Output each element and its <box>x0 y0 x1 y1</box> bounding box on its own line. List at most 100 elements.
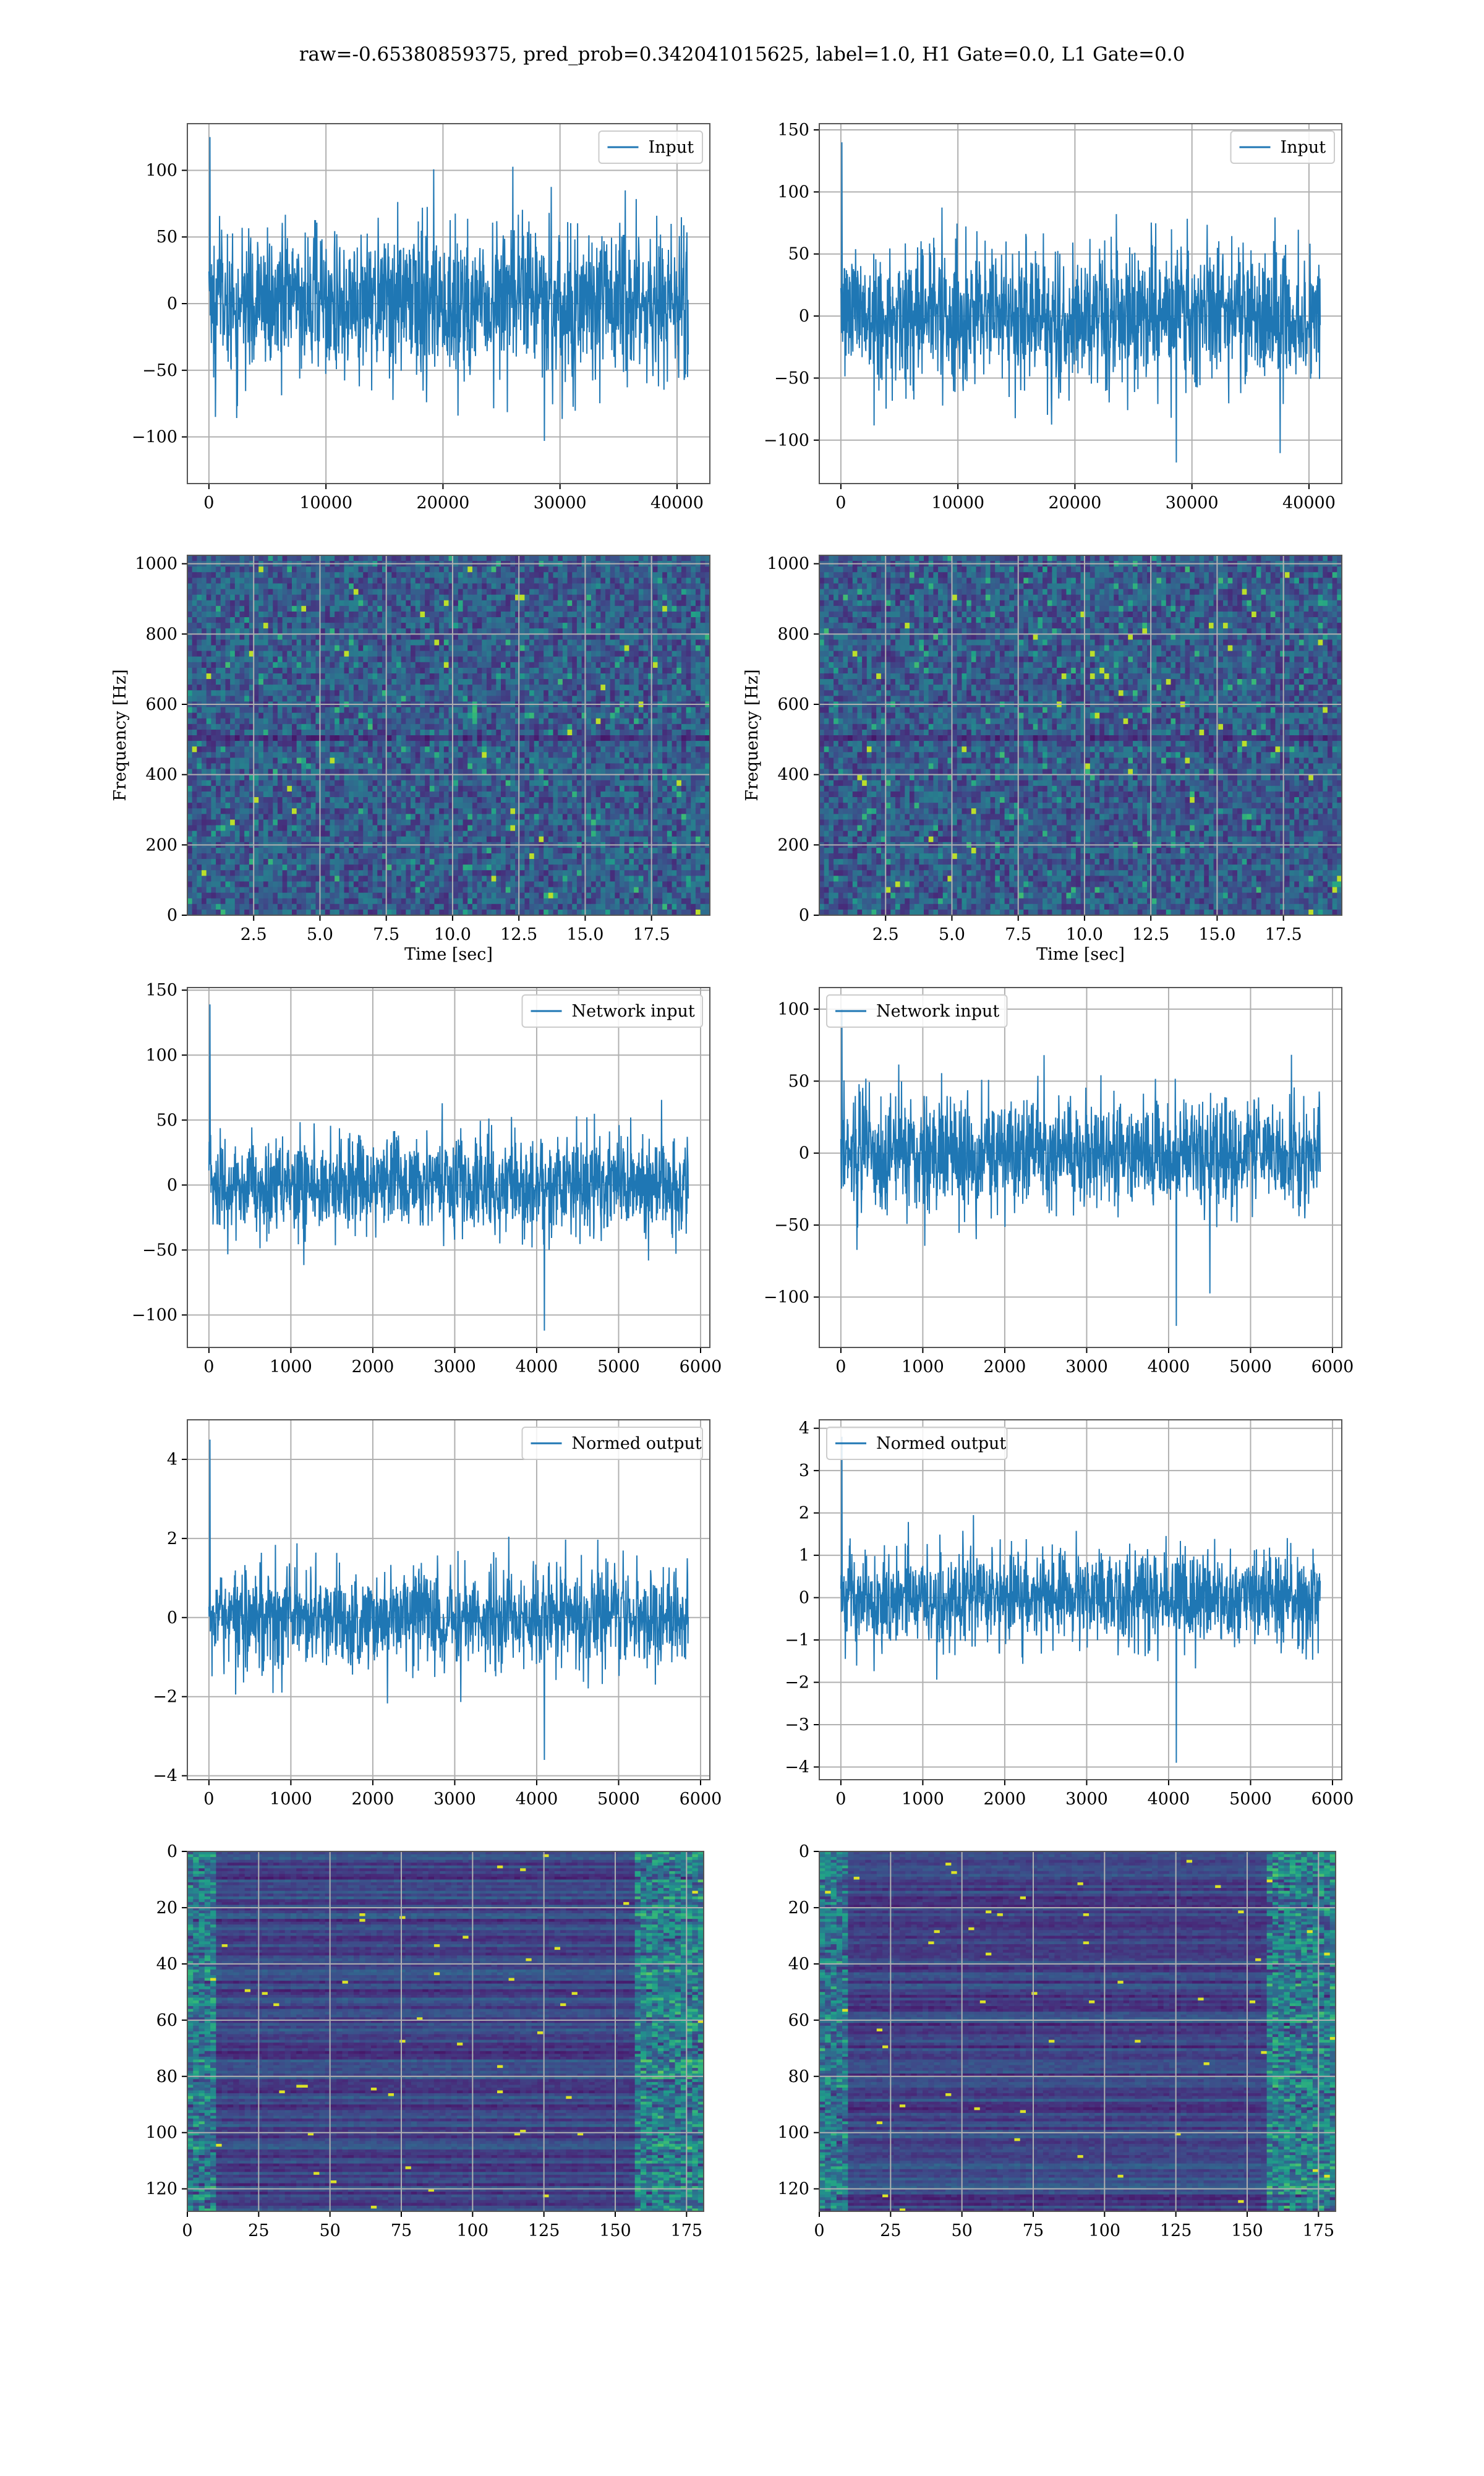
heatmap-cell <box>197 893 202 899</box>
heatmap-cell <box>487 870 492 876</box>
heatmap-cell <box>492 555 497 561</box>
heatmap-cell <box>529 797 534 803</box>
heatmap-cell <box>391 893 396 899</box>
heatmap-cell <box>377 831 382 837</box>
heatmap-cell <box>240 758 245 764</box>
heatmap-cell <box>197 555 202 561</box>
heatmap-cell <box>420 600 425 607</box>
heatmap-cell <box>311 673 316 680</box>
heatmap-cell <box>287 904 292 910</box>
heatmap-cell <box>268 780 273 787</box>
heatmap-cell <box>221 583 226 589</box>
heatmap-cell <box>482 792 487 798</box>
heatmap-cell <box>425 662 430 668</box>
heatmap-cell <box>258 634 263 640</box>
heatmap-cell <box>411 763 416 769</box>
heatmap-cell <box>235 639 240 646</box>
heatmap-cell <box>349 673 354 680</box>
heatmap-cell <box>520 690 525 696</box>
heatmap-cell <box>430 685 435 691</box>
heatmap-cell <box>444 719 449 725</box>
heatmap-cell <box>311 617 316 623</box>
heatmap-cell <box>211 859 216 865</box>
heatmap-cell <box>330 853 335 860</box>
heatmap-cell <box>258 617 263 623</box>
heatmap-cell <box>278 668 283 674</box>
heatmap-cell <box>301 595 306 601</box>
heatmap-cell <box>425 775 430 781</box>
heatmap-cell <box>529 583 534 589</box>
heatmap-cell <box>548 848 553 854</box>
heatmap-cell <box>391 758 396 764</box>
heatmap-cell <box>235 572 240 578</box>
heatmap-cell <box>524 746 529 753</box>
heatmap-cell <box>225 814 230 820</box>
heatmap-cell <box>548 763 553 769</box>
heatmap-cell <box>534 595 539 601</box>
heatmap-cell <box>359 617 364 623</box>
heatmap-cell <box>548 639 553 646</box>
heatmap-cell <box>534 893 539 899</box>
heatmap-cell <box>283 893 288 899</box>
heatmap-cell <box>520 763 525 769</box>
heatmap-cell <box>207 724 211 730</box>
heatmap-cell <box>529 634 534 640</box>
heatmap-cell <box>416 859 420 865</box>
heatmap-cell <box>416 870 420 876</box>
heatmap-cell <box>539 758 544 764</box>
heatmap-cell <box>396 617 401 623</box>
heatmap-cell <box>444 899 449 905</box>
heatmap-cell <box>458 752 463 758</box>
heatmap-cell <box>434 646 439 652</box>
heatmap-cell <box>501 808 506 814</box>
heatmap-cell <box>344 696 349 702</box>
heatmap-cell <box>406 899 411 905</box>
heatmap-cell <box>492 713 497 719</box>
heatmap-cell <box>244 572 249 578</box>
heatmap-cell <box>216 792 221 798</box>
heatmap-cell <box>349 707 354 714</box>
heatmap-cell <box>434 679 439 685</box>
heatmap-cell <box>420 763 425 769</box>
heatmap-cell <box>268 696 273 702</box>
heatmap-cell <box>368 752 373 758</box>
heatmap-cell <box>401 651 406 657</box>
heatmap-cell <box>359 639 364 646</box>
heatmap-cell <box>406 864 411 871</box>
heatmap-cell <box>263 792 268 798</box>
heatmap-cell <box>349 583 354 589</box>
heatmap-cell <box>487 763 492 769</box>
heatmap-cell <box>216 763 221 769</box>
heatmap-cell <box>320 713 325 719</box>
heatmap-cell <box>192 786 197 792</box>
heatmap-cell <box>539 685 544 691</box>
heatmap-cell <box>482 864 487 871</box>
heatmap-cell <box>273 639 278 646</box>
heatmap-cell <box>439 887 444 894</box>
heatmap-cell <box>235 741 240 747</box>
heatmap-cell <box>254 752 259 758</box>
heatmap-cell <box>187 685 192 691</box>
heatmap-cell <box>349 881 354 887</box>
heatmap-cell <box>534 876 539 882</box>
heatmap-cell <box>420 887 425 894</box>
heatmap-cell <box>344 713 349 719</box>
heatmap-cell <box>458 746 463 753</box>
heatmap-cell <box>420 853 425 860</box>
heatmap-cell <box>444 690 449 696</box>
heatmap-cell <box>320 730 325 736</box>
heatmap-cell <box>496 696 501 702</box>
heatmap-cell <box>477 887 482 894</box>
heatmap-cell <box>506 853 511 860</box>
heatmap-cell <box>377 572 382 578</box>
heatmap-cell <box>425 808 430 814</box>
heatmap-cell <box>359 566 364 573</box>
heatmap-cell <box>211 600 216 607</box>
heatmap-cell <box>263 623 268 629</box>
heatmap-cell <box>520 899 525 905</box>
heatmap-cell <box>472 803 477 809</box>
heatmap-cell <box>477 651 482 657</box>
heatmap-cell <box>254 859 259 865</box>
heatmap-cell <box>230 864 235 871</box>
heatmap-cell <box>221 639 226 646</box>
